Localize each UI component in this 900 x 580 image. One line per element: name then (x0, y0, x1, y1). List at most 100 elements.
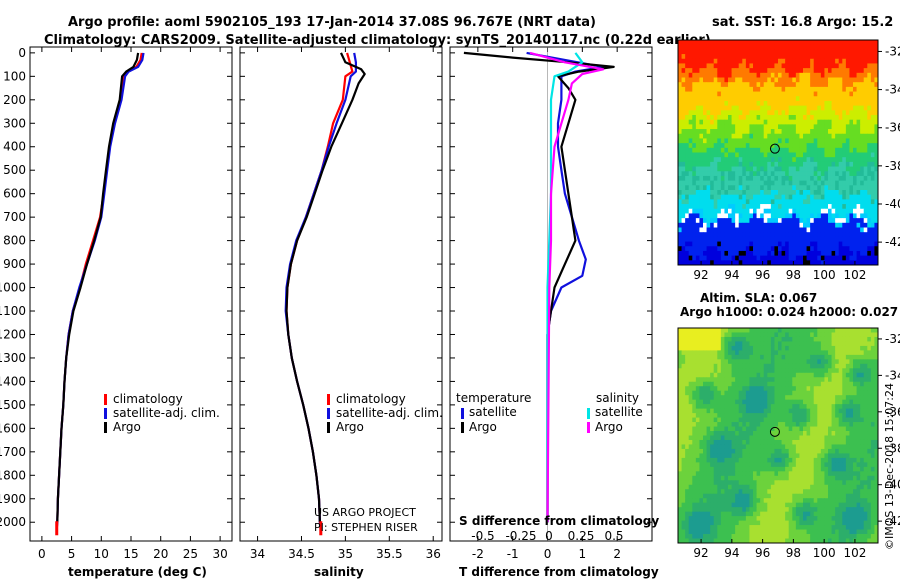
map-cell (806, 115, 811, 121)
map-cell (785, 457, 790, 463)
map-cell (688, 480, 693, 486)
map-cell (870, 72, 875, 78)
map-cell (685, 119, 690, 125)
map-cell (803, 381, 807, 387)
map-cell (692, 105, 697, 111)
map-cell (824, 82, 829, 88)
map-cell (863, 44, 868, 50)
map-cell (728, 475, 732, 481)
map-cell (810, 222, 815, 228)
map-cell (803, 328, 807, 333)
map-cell (870, 246, 875, 252)
map-cell (753, 471, 757, 477)
map-cell (745, 359, 750, 365)
map-cell (831, 453, 836, 459)
map-cell (781, 161, 786, 167)
map-cell (795, 194, 800, 200)
map-cell (785, 417, 790, 423)
map-cell (778, 359, 782, 365)
legend-title-temperature: temperature (456, 391, 531, 405)
map-cell (742, 68, 747, 74)
map-cell (760, 40, 765, 46)
map-cell (731, 105, 736, 111)
map-cell (760, 218, 765, 224)
map-cell (742, 58, 747, 64)
map-cell (724, 363, 729, 369)
map-cell (742, 147, 747, 153)
map-cell (774, 40, 779, 46)
map-cell (849, 180, 854, 186)
map-cell (806, 435, 811, 441)
map-cell (695, 194, 700, 200)
map-cell (838, 246, 843, 252)
map-cell (753, 49, 757, 55)
map-cell (695, 77, 700, 83)
map-cell (770, 222, 775, 228)
map-cell (738, 96, 743, 102)
map-cell (692, 115, 697, 121)
map-cell (788, 448, 793, 454)
map-cell (688, 466, 693, 472)
map-cell (678, 138, 682, 144)
temperature-panel: 0 5 10 15 20 25 30 (29, 46, 233, 561)
map-cell (849, 354, 854, 360)
map-cell (788, 250, 793, 257)
map-cell (692, 332, 697, 338)
map-cell (781, 484, 786, 490)
map-cell (742, 218, 747, 224)
map-cell (863, 359, 868, 365)
map-cell (681, 354, 686, 360)
map-cell (820, 246, 825, 252)
map-cell (763, 166, 768, 172)
map-cell (688, 390, 693, 396)
map-cell (778, 332, 782, 338)
map-cell (756, 147, 761, 153)
map-cell (695, 185, 700, 191)
map-cell (724, 439, 729, 445)
map-cell (795, 466, 800, 472)
map-cell (738, 180, 743, 186)
map-cell (831, 218, 836, 224)
map-cell (788, 119, 793, 125)
map-cell (756, 180, 761, 186)
map-cell (703, 175, 707, 182)
map-cell (824, 68, 829, 74)
map-cell (763, 426, 768, 432)
map-cell (860, 372, 865, 378)
map-cell (828, 345, 832, 351)
map-cell (720, 171, 725, 177)
map-cell (688, 68, 693, 74)
map-cell (792, 386, 797, 392)
map-cell (745, 152, 750, 158)
map-cell (853, 133, 857, 139)
map-cell (824, 115, 829, 121)
map-cell (831, 143, 836, 149)
map-cell (742, 457, 747, 463)
map-cell (867, 236, 872, 242)
map-cell (860, 208, 865, 214)
map-cell (699, 408, 704, 414)
map-cell (770, 417, 775, 423)
map-cell (678, 63, 682, 69)
map-cell (842, 426, 847, 432)
map-cell (688, 413, 693, 418)
map-cell (806, 404, 811, 410)
map-cell (803, 236, 807, 242)
map-cell (853, 417, 857, 423)
map-cell (853, 175, 857, 182)
map-cell (767, 161, 772, 167)
map-cell (728, 86, 732, 92)
map-cell (681, 58, 686, 64)
map-cell (867, 417, 872, 423)
map-cell (831, 171, 836, 177)
map-cell (724, 395, 729, 401)
map-cell (681, 431, 686, 436)
map-cell (706, 194, 711, 200)
map-cell (703, 350, 707, 356)
map-cell (745, 332, 750, 338)
map-cell (713, 232, 718, 238)
map-cell (749, 218, 754, 224)
map-cell (756, 354, 761, 360)
map-cell (792, 336, 797, 342)
map-cell (810, 457, 815, 463)
